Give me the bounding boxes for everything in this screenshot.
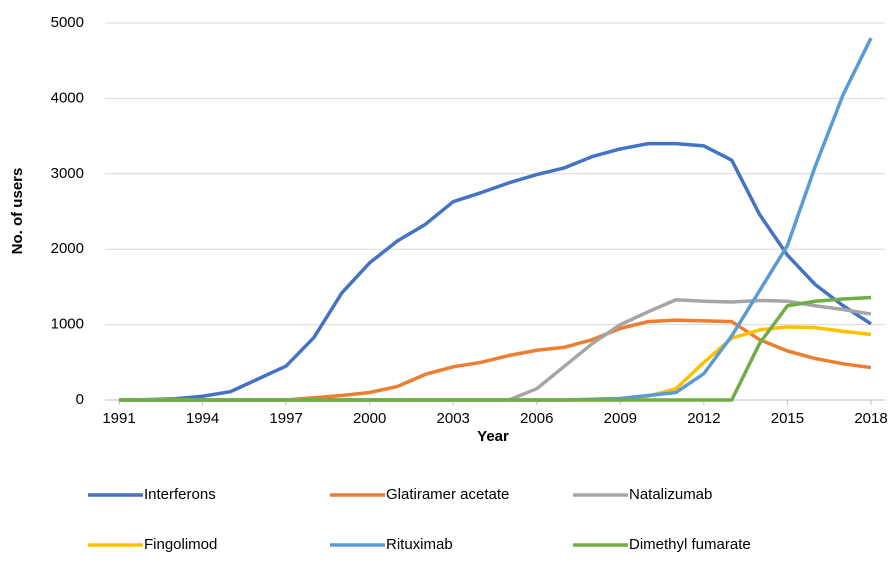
x-tick-label: 1997 — [269, 410, 302, 427]
legend-label: Dimethyl fumarate — [629, 536, 751, 553]
x-tick-label: 2000 — [353, 410, 386, 427]
legend-label: Fingolimod — [144, 536, 217, 553]
y-axis-label: No. of users — [9, 168, 26, 255]
y-tick-label: 5000 — [51, 14, 84, 31]
y-tick-label: 3000 — [51, 165, 84, 182]
x-tick-label: 2012 — [687, 410, 720, 427]
y-tick-label: 4000 — [51, 89, 84, 106]
x-axis-label: Year — [477, 428, 509, 445]
x-tick-label: 2003 — [437, 410, 470, 427]
y-tick-label: 1000 — [51, 316, 84, 333]
x-tick-label: 2015 — [771, 410, 804, 427]
x-tick-label: 1991 — [102, 410, 135, 427]
series-line — [118, 141, 872, 402]
legend-label: Glatiramer acetate — [386, 486, 509, 503]
series-line — [119, 295, 872, 402]
x-tick-label: 2009 — [604, 410, 637, 427]
x-tick-label: 1994 — [186, 410, 219, 427]
x-tick-label: 2018 — [854, 410, 887, 427]
y-tick-label: 0 — [76, 391, 84, 408]
x-tick-label: 2006 — [520, 410, 553, 427]
legend-label: Interferons — [144, 486, 216, 503]
legend-label: Rituximab — [386, 536, 453, 553]
y-tick-label: 2000 — [51, 240, 84, 257]
legend-label: Natalizumab — [629, 486, 712, 503]
